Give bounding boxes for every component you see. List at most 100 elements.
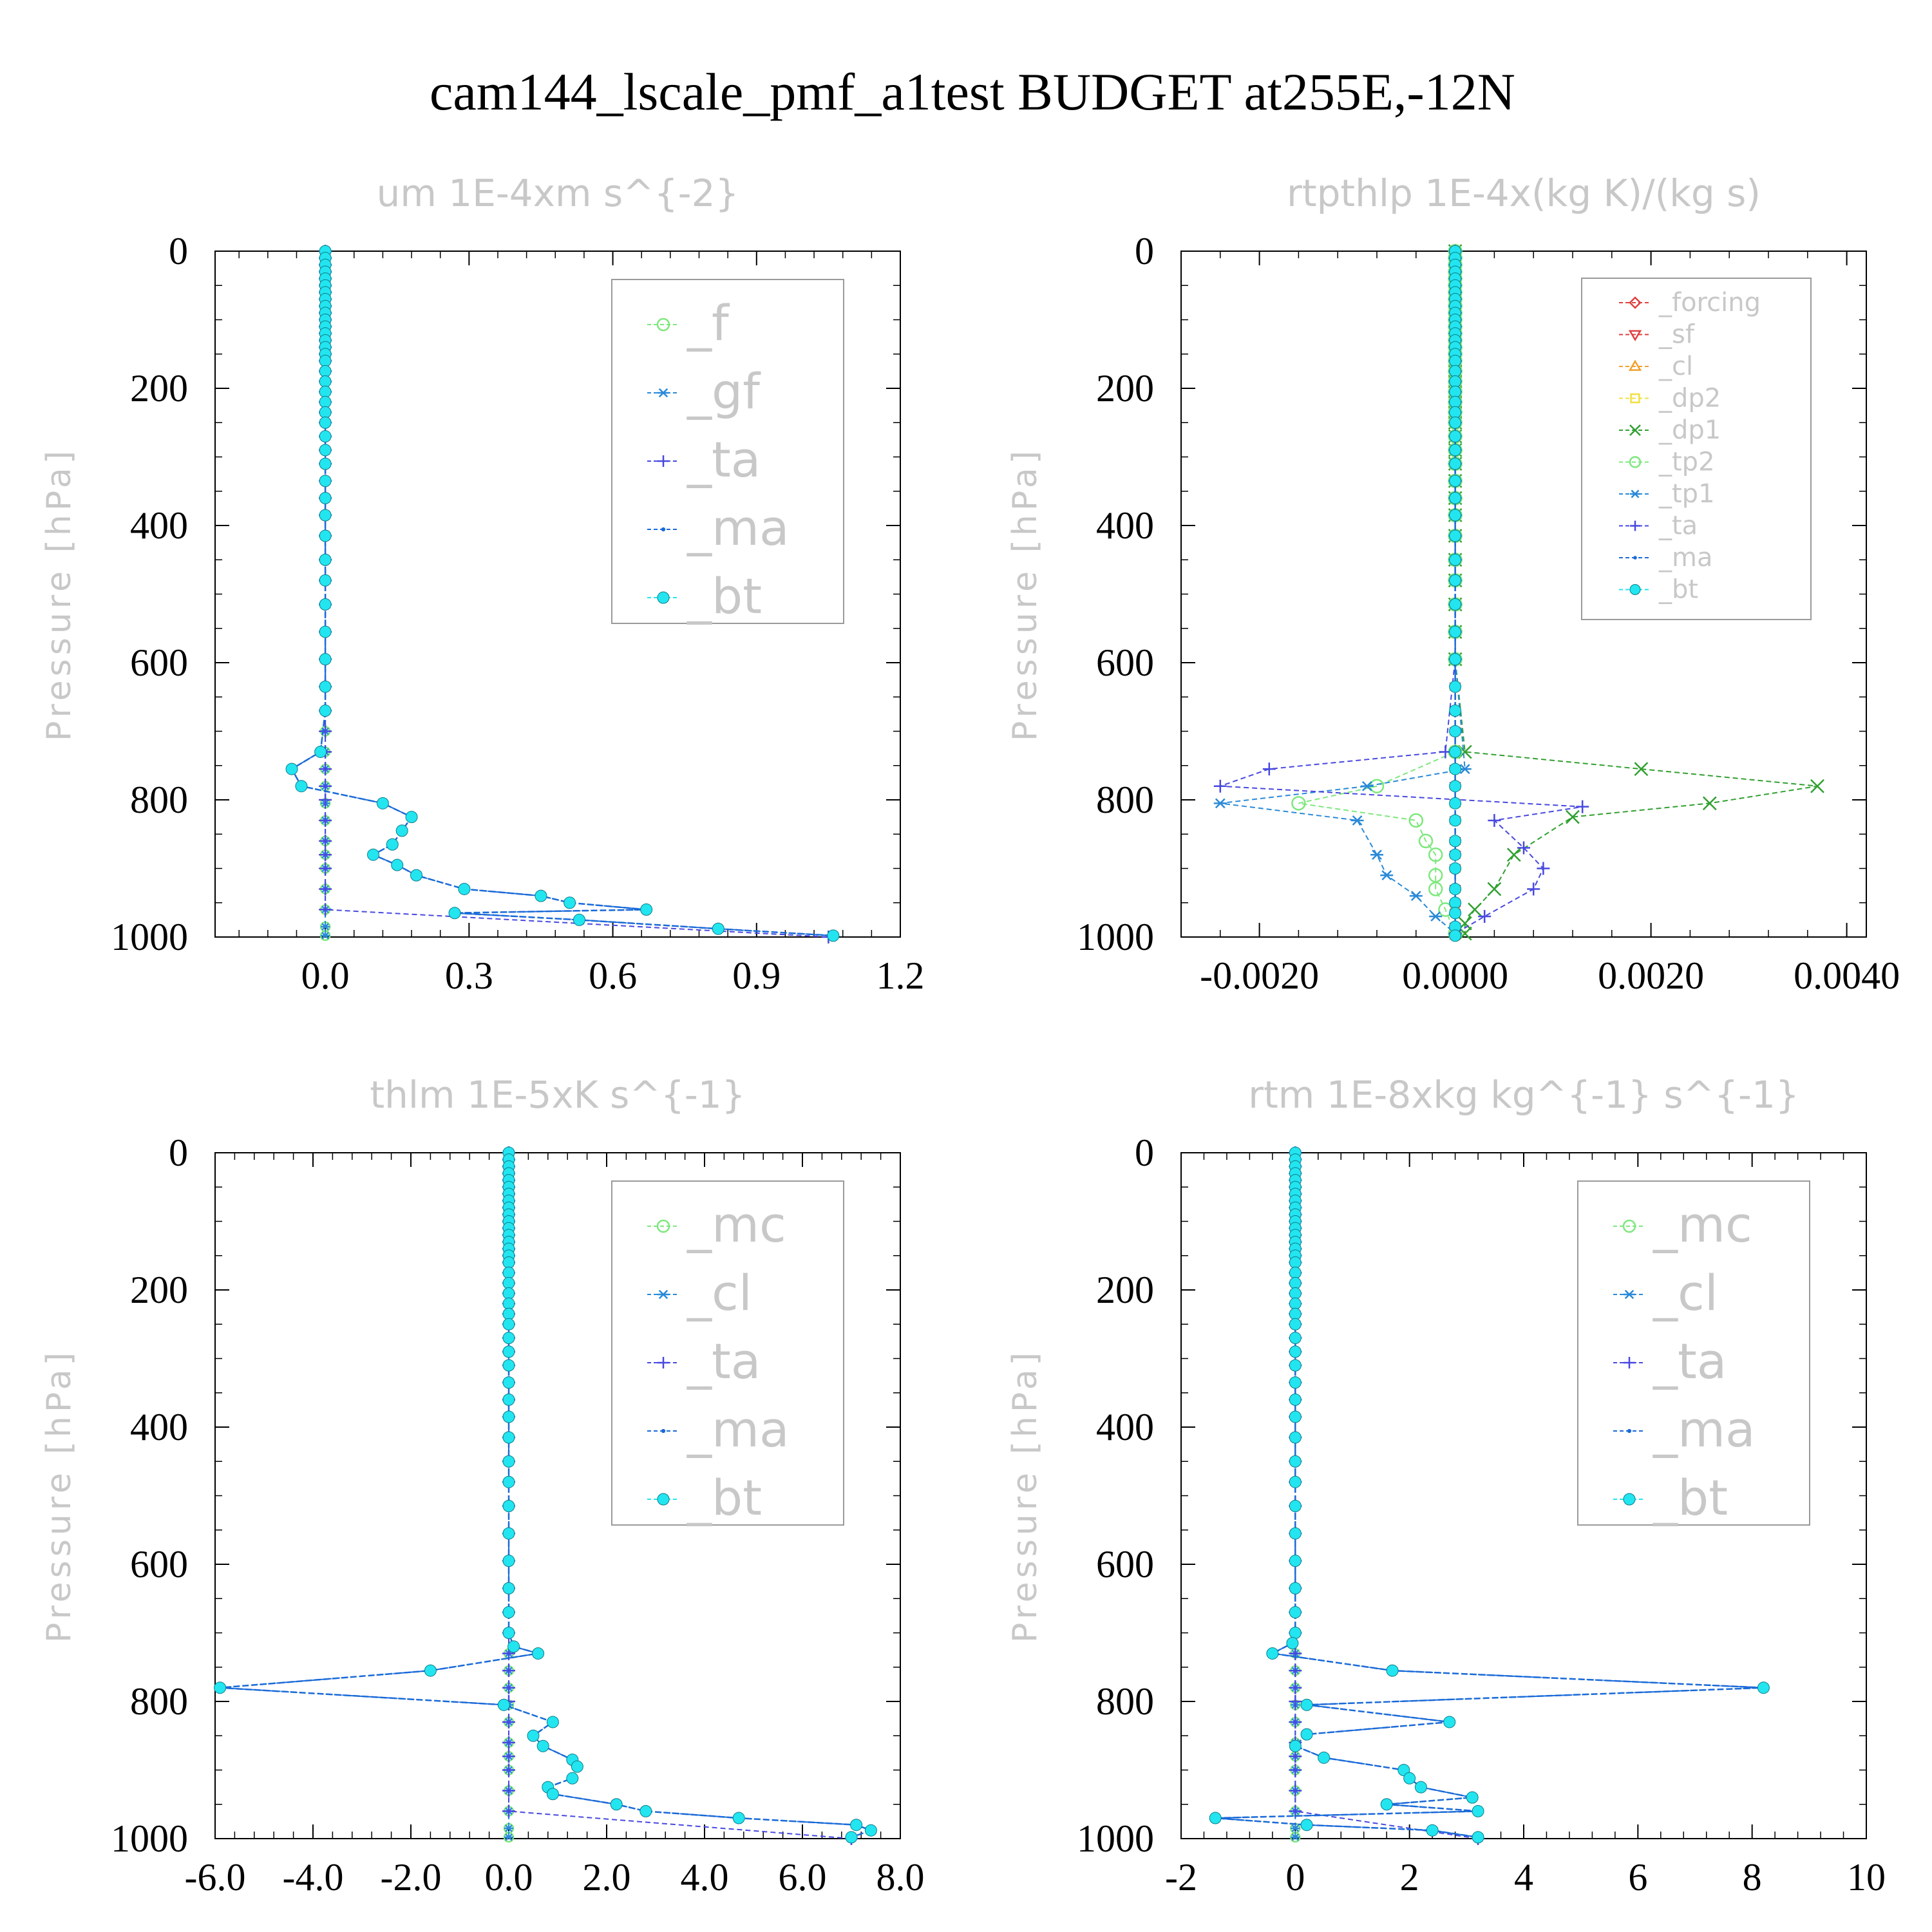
data-point xyxy=(502,1681,515,1694)
data-point xyxy=(502,1627,515,1639)
data-point xyxy=(535,889,547,902)
y-tick-label: 600 xyxy=(1096,641,1154,684)
y-tick-label: 0 xyxy=(1135,1132,1154,1174)
series-ta xyxy=(1213,245,1589,940)
x-tick-label: -6.0 xyxy=(185,1856,246,1899)
data-point xyxy=(640,903,653,916)
legend-label: _ma xyxy=(1653,1401,1756,1458)
y-tick-label: 400 xyxy=(130,1406,188,1448)
panel-title: thlm 1E-5xK s^{-1} xyxy=(370,1073,745,1117)
data-point xyxy=(1289,1627,1302,1639)
legend-label: _ma xyxy=(687,1401,790,1458)
series-tp2 xyxy=(1291,243,1463,941)
y-tick-label: 600 xyxy=(130,1543,188,1586)
data-point xyxy=(573,913,585,926)
data-point xyxy=(1300,1728,1313,1741)
x-tick-label: -0.0020 xyxy=(1200,954,1319,997)
data-point xyxy=(502,1376,515,1389)
data-point xyxy=(319,574,332,587)
panel-title: rtm 1E-8xkg kg^{-1} s^{-1} xyxy=(1248,1073,1799,1117)
data-point xyxy=(502,1410,515,1423)
data-point xyxy=(1449,365,1462,377)
data-point xyxy=(1449,862,1462,875)
y-tick-label: 0 xyxy=(169,230,188,272)
data-point xyxy=(1449,395,1462,408)
data-point xyxy=(502,1393,515,1406)
data-point xyxy=(1289,1784,1302,1797)
x-tick-label: 8 xyxy=(1743,1856,1762,1899)
data-point xyxy=(1428,867,1443,883)
series-bt xyxy=(285,245,840,942)
legend-marker xyxy=(656,1219,670,1233)
data-point xyxy=(827,929,840,942)
data-point xyxy=(1289,1431,1302,1444)
data-point xyxy=(319,365,332,377)
data-point xyxy=(1449,725,1462,737)
y-tick-label: 1000 xyxy=(111,1817,188,1860)
chart-panel-3: rtm 1E-8xkg kg^{-1} s^{-1} Pressure [hPa]… xyxy=(1006,1073,1886,1899)
data-point xyxy=(1418,833,1434,849)
series-ta xyxy=(1289,1146,1485,1845)
legend-marker xyxy=(1624,1357,1635,1368)
y-axis-label: Pressure [hPa] xyxy=(40,1349,79,1643)
legend-item: _dp2 xyxy=(1619,384,1721,413)
data-point xyxy=(1449,907,1462,920)
data-point xyxy=(1449,705,1462,717)
legend-marker xyxy=(1630,393,1640,404)
data-point xyxy=(319,430,332,443)
data-point xyxy=(1449,529,1462,542)
data-point xyxy=(712,922,724,935)
data-point xyxy=(319,680,332,693)
legend-marker xyxy=(657,591,670,604)
y-tick-label: 200 xyxy=(130,1269,188,1311)
data-point xyxy=(507,1640,520,1653)
legend-label: _ta xyxy=(1658,511,1698,541)
data-point xyxy=(1289,1276,1302,1289)
data-point xyxy=(1289,1297,1302,1310)
data-point xyxy=(1289,1681,1302,1694)
data-point xyxy=(566,1772,579,1785)
data-point xyxy=(1449,598,1462,611)
legend-marker xyxy=(1630,489,1640,498)
legend-label: _ma xyxy=(1658,543,1712,573)
data-point xyxy=(410,869,423,882)
data-point xyxy=(1289,1332,1302,1345)
data-point xyxy=(1289,1266,1302,1279)
x-tick-label: 0.0 xyxy=(485,1856,533,1899)
data-point xyxy=(319,457,332,470)
y-tick-label: 200 xyxy=(1096,367,1154,410)
legend-label: _tp2 xyxy=(1658,448,1715,477)
data-point xyxy=(319,625,332,638)
data-point xyxy=(1449,430,1462,443)
data-point xyxy=(319,475,332,488)
data-point xyxy=(571,1760,583,1773)
data-point xyxy=(1370,849,1383,860)
data-point xyxy=(1449,797,1462,810)
legend-marker xyxy=(658,1357,669,1368)
legend-label: _bt xyxy=(1653,1469,1728,1526)
data-point xyxy=(321,923,330,931)
data-point xyxy=(1408,813,1424,828)
data-point xyxy=(285,762,298,775)
data-point xyxy=(502,1499,515,1512)
chart-panel-0: um 1E-4xm s^{-2} Pressure [hPa] 0 200 400 600… xyxy=(40,171,925,997)
data-point xyxy=(850,1819,863,1832)
data-point xyxy=(502,1431,515,1444)
data-point xyxy=(546,1716,559,1728)
legend-label: _cl xyxy=(1658,352,1693,381)
series-line xyxy=(1298,251,1456,934)
legend-marker xyxy=(1629,584,1641,595)
data-point xyxy=(319,375,332,388)
legend-label: _bt xyxy=(687,567,762,625)
legend: _mc _cl _ta _ma _bt xyxy=(611,1180,844,1526)
legend-item: _cl xyxy=(1613,1264,1718,1321)
y-tick-label: 800 xyxy=(1096,779,1154,821)
legend-label: _dp2 xyxy=(1658,384,1721,413)
data-point xyxy=(1527,882,1540,896)
data-point xyxy=(1386,1664,1399,1677)
legend-marker xyxy=(1623,1493,1636,1506)
data-point xyxy=(1289,1715,1302,1728)
legend-marker xyxy=(657,1493,670,1506)
data-point xyxy=(1289,1499,1302,1512)
legend-item: _ta xyxy=(1613,1332,1727,1390)
